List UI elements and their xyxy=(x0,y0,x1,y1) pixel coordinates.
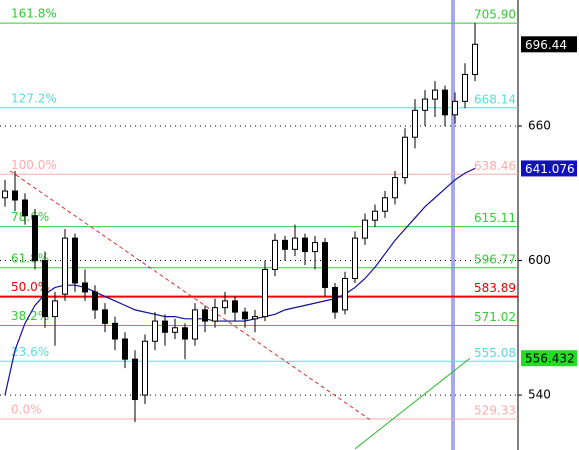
candle-body xyxy=(202,309,208,322)
line-price-tag: 556.432 xyxy=(525,352,575,366)
candle-body xyxy=(352,237,358,279)
candle-body xyxy=(32,215,38,262)
candle-body xyxy=(162,320,168,333)
ma-price-tag: 641.076 xyxy=(525,162,575,176)
candle-body xyxy=(102,309,108,324)
fib-value: 571.02 xyxy=(474,310,516,324)
fib-label: 23.6% xyxy=(11,345,49,359)
fib-label: 127.2% xyxy=(11,91,57,105)
candle-body xyxy=(462,73,468,102)
candle-body xyxy=(212,307,218,322)
candle-body xyxy=(342,277,348,311)
candle-body xyxy=(192,309,198,340)
fib-value: 555.08 xyxy=(474,346,516,360)
lower-line xyxy=(354,357,471,450)
candle-body xyxy=(42,260,48,318)
candle-body xyxy=(22,199,28,217)
fib-label: 0.0% xyxy=(11,402,42,416)
candle-body xyxy=(122,338,128,360)
candle-body xyxy=(432,89,438,100)
fib-value: 638.46 xyxy=(474,159,516,173)
candle-body xyxy=(242,311,248,320)
candle-body xyxy=(292,237,298,250)
line-price-tag-box xyxy=(521,350,577,367)
ma-price-tag-box xyxy=(521,160,577,177)
candle-body xyxy=(52,300,58,318)
fib-value: 615.11 xyxy=(474,211,516,225)
y-tick-label: 660 xyxy=(528,119,551,133)
fib-label: 161.8% xyxy=(11,7,57,21)
candle-body xyxy=(322,242,328,288)
candle-body xyxy=(92,291,98,311)
candle-body xyxy=(272,239,278,271)
candle-body xyxy=(12,190,18,201)
candle-body xyxy=(312,242,318,253)
candle-body xyxy=(142,340,148,396)
y-tick-label: 540 xyxy=(528,388,551,402)
fib-value: 668.14 xyxy=(474,92,516,106)
fib-label: 78.6% xyxy=(11,210,49,224)
last-price-tag-box xyxy=(521,36,577,53)
fib-label: 61.8% xyxy=(11,251,49,265)
candle-body xyxy=(132,358,138,401)
fib-value: 596.77 xyxy=(474,252,516,266)
candle-body xyxy=(2,190,8,199)
candle-body xyxy=(402,136,408,179)
candle-body xyxy=(412,109,418,138)
candle-body xyxy=(152,320,158,342)
candle-body xyxy=(382,197,388,212)
candle-body xyxy=(262,269,268,318)
y-tick-label: 600 xyxy=(528,253,551,267)
candle-body xyxy=(112,322,118,340)
fib-value: 583.89 xyxy=(474,281,516,295)
candle-body xyxy=(302,237,308,253)
candle-body xyxy=(252,316,258,320)
last-price-tag: 696.44 xyxy=(525,38,567,52)
candle-body xyxy=(182,327,188,340)
candle-body xyxy=(72,237,78,284)
candle-body xyxy=(332,286,338,313)
fib-value: 705.90 xyxy=(474,8,516,22)
fib-label: 100.0% xyxy=(11,158,57,172)
fib-label: 50.0% xyxy=(11,280,49,294)
candle-body xyxy=(372,210,378,221)
candle-body xyxy=(172,327,178,333)
candle-body xyxy=(472,43,478,75)
candle-body xyxy=(442,89,448,116)
candle-body xyxy=(282,239,288,250)
candle-body xyxy=(232,300,238,313)
candle-body xyxy=(422,98,428,111)
candle-body xyxy=(452,100,458,116)
fib-label: 38.2% xyxy=(11,309,49,323)
candle-body xyxy=(82,282,88,293)
candle-body xyxy=(222,300,228,309)
candle-body xyxy=(362,219,368,239)
fib-value: 529.33 xyxy=(474,403,516,417)
candle-body xyxy=(392,177,398,199)
candle-body xyxy=(62,237,68,295)
trend-line xyxy=(9,170,371,421)
